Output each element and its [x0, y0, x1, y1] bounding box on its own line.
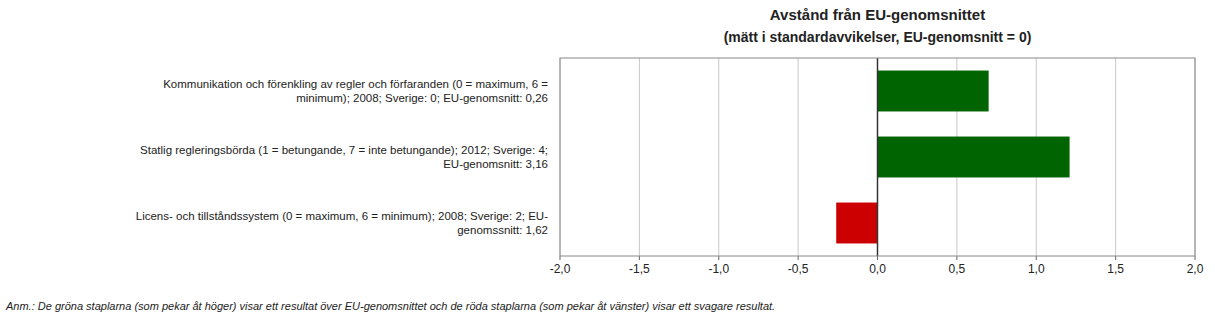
- bars: [836, 71, 1069, 244]
- category-label-line: minimum); 2008; Sverige: 0; EU-genomsnit…: [296, 92, 548, 104]
- category-label: Statlig regleringsbörda (1 = betungande,…: [140, 144, 548, 170]
- baseline: [877, 58, 879, 256]
- bar: [836, 203, 877, 244]
- tick-label: 2,0: [1187, 262, 1204, 276]
- category-label-line: Licens- och tillståndssystem (0 = maximu…: [136, 210, 548, 222]
- category-label-line: EU-genomsnitt: 3,16: [443, 158, 548, 170]
- grid-line: [798, 58, 799, 256]
- category-labels: Kommunikation och förenkling av regler o…: [136, 78, 549, 236]
- background: [0, 0, 1215, 318]
- tick-mark: [639, 256, 640, 260]
- tick-mark: [1115, 256, 1116, 260]
- tick-label: 1,0: [1028, 262, 1045, 276]
- tick-label: 1,5: [1107, 262, 1124, 276]
- tick-label: -1,0: [708, 262, 729, 276]
- subtitle: (mätt i standardavvikelser, EU-genomsnit…: [724, 29, 1032, 45]
- tick-mark: [798, 256, 799, 260]
- grid-line: [1115, 58, 1116, 256]
- category-label-line: genomssnitt: 1,62: [457, 224, 548, 236]
- bar: [878, 137, 1070, 178]
- category-label-line: Kommunikation och förenkling av regler o…: [163, 78, 548, 90]
- tick-label: -1,5: [629, 262, 650, 276]
- tick-label: -0,5: [788, 262, 809, 276]
- annotation: Anm.: De gröna staplarna (som pekar åt h…: [5, 300, 775, 312]
- category-label: Kommunikation och förenkling av regler o…: [163, 78, 548, 104]
- chart-svg: Avstånd från EU-genomsnittet (mätt i stan…: [0, 0, 1215, 318]
- category-label: Licens- och tillståndssystem (0 = maximu…: [136, 210, 548, 236]
- tick-mark: [1036, 256, 1037, 260]
- tick-mark: [956, 256, 957, 260]
- grid-line: [877, 58, 878, 256]
- title: Avstånd från EU-genomsnittet: [770, 6, 985, 23]
- tick-mark: [877, 256, 878, 260]
- x-ticks: -2,0 -1,5 -1,0 -0,5 0,0 0,5 1,0 1,5 2,0: [550, 256, 1204, 276]
- tick-label: 0,0: [869, 262, 886, 276]
- tick-mark: [718, 256, 719, 260]
- grid: [560, 58, 1195, 256]
- grid-line: [639, 58, 640, 256]
- plot-frame: [560, 58, 1195, 256]
- category-label-line: Statlig regleringsbörda (1 = betungande,…: [140, 144, 548, 156]
- tick-label: -2,0: [550, 262, 571, 276]
- tick-label: 0,5: [949, 262, 966, 276]
- bar: [878, 71, 989, 112]
- tick-mark: [1195, 256, 1196, 260]
- grid-line: [718, 58, 719, 256]
- tick-mark: [560, 256, 561, 260]
